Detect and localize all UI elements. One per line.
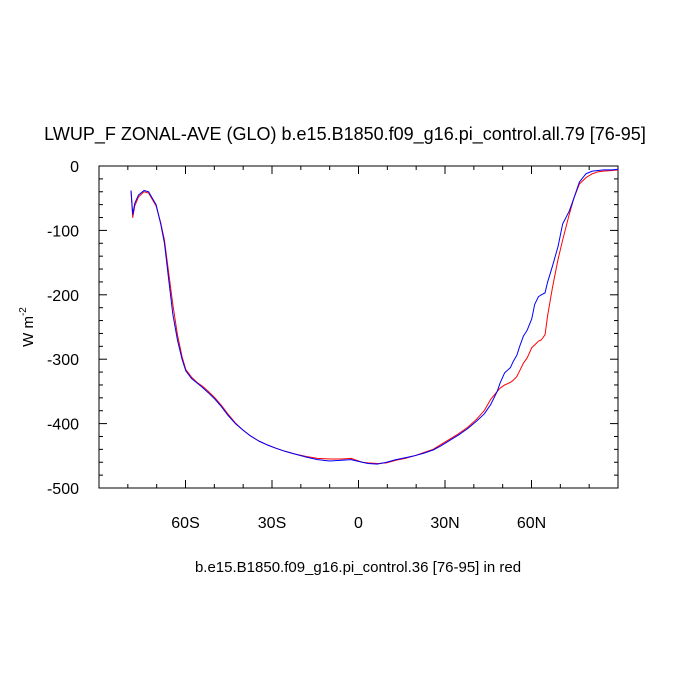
x-tick-label: 30N: [430, 515, 459, 532]
series-line-blue: [130, 168, 619, 465]
major-ticks: [99, 165, 618, 489]
chart-title: LWUP_F ZONAL-AVE (GLO) b.e15.B1850.f09_g…: [44, 124, 646, 145]
y-axis-label-superscript: -2: [18, 307, 29, 316]
y-tick-labels: 0 -100 -200 -300 -400 -500: [47, 159, 79, 498]
y-tick-label: -100: [47, 223, 79, 240]
x-axis-label: b.e15.B1850.f09_g16.pi_control.36 [76-95…: [195, 559, 521, 576]
y-axis-label: W m-2: [18, 307, 37, 347]
x-tick-label: 30S: [258, 515, 286, 532]
series-lines: [130, 168, 619, 465]
x-tick-labels: 60S 30S 0 30N 60N: [171, 515, 546, 532]
plot-area: [98, 165, 619, 489]
y-tick-label: 0: [70, 159, 79, 176]
y-tick-label: -400: [47, 417, 79, 434]
x-tick-label: 60N: [517, 515, 546, 532]
plot-frame: [98, 165, 619, 489]
y-tick-label: -500: [47, 481, 79, 498]
y-tick-label: -200: [47, 288, 79, 305]
minor-ticks: [99, 166, 618, 488]
x-tick-label: 0: [354, 515, 363, 532]
x-tick-label: 60S: [171, 515, 199, 532]
y-tick-label: -300: [47, 352, 79, 369]
y-axis-label-text: W m: [20, 316, 37, 347]
series-line-red: [130, 169, 619, 465]
